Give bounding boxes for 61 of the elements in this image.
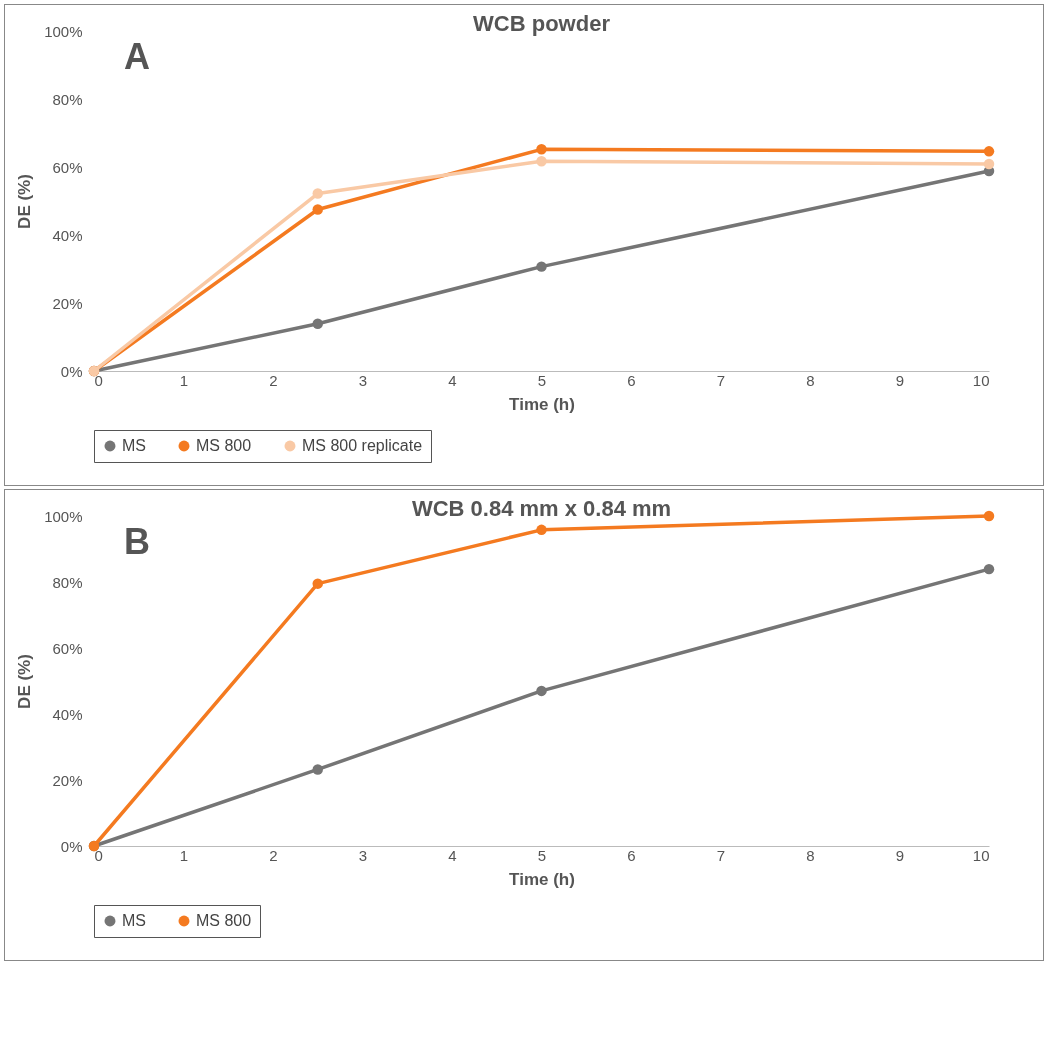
point — [312, 578, 323, 589]
y-tick-label: 20% — [52, 771, 83, 789]
y-tick-label: 40% — [52, 705, 83, 723]
legend-label: MS 800 replicate — [302, 437, 423, 454]
x-tick-label: 4 — [448, 846, 457, 864]
point — [536, 261, 547, 272]
x-tick-label: 0 — [94, 846, 103, 864]
legend-label: MS — [122, 912, 146, 929]
y-tick-label: 0% — [60, 837, 83, 855]
annotation: A — [124, 36, 150, 77]
point — [312, 764, 323, 775]
x-tick-label: 7 — [716, 846, 726, 864]
y-axis-title: DE (%) — [15, 174, 35, 229]
y-tick-label: 60% — [52, 158, 83, 176]
x-tick-label: 9 — [895, 846, 905, 864]
point — [536, 685, 547, 697]
y-tick-label: 100% — [44, 22, 83, 40]
x-tick-label: 5 — [537, 371, 547, 389]
point — [983, 563, 995, 575]
legend-label: MS — [122, 437, 146, 454]
chart-title: WCB 0.84 mm x 0.84 mm — [411, 496, 672, 521]
legend-label: MS 800 — [196, 912, 252, 929]
x-tick-label: 6 — [627, 371, 636, 389]
x-axis-title: Time (h) — [509, 394, 575, 414]
x-tick-label: 2 — [269, 846, 278, 864]
y-tick-label: 60% — [52, 639, 83, 657]
point — [536, 524, 547, 536]
x-tick-label: 8 — [806, 846, 815, 864]
x-tick-label: 1 — [179, 846, 189, 864]
x-tick-label: 0 — [94, 371, 103, 389]
x-tick-label: 10 — [972, 371, 990, 389]
x-tick-label: 1 — [179, 371, 189, 389]
point — [312, 188, 323, 199]
y-tick-label: 80% — [52, 90, 83, 108]
x-axis-title: Time (h) — [509, 869, 575, 889]
x-tick-label: 4 — [448, 371, 457, 389]
y-tick-label: 80% — [52, 573, 83, 591]
x-tick-label: 7 — [716, 371, 726, 389]
point — [312, 318, 323, 329]
x-tick-label: 5 — [537, 846, 547, 864]
x-tick-label: 9 — [895, 371, 905, 389]
x-tick-label: 8 — [806, 371, 815, 389]
legend-label: MS 800 — [196, 437, 252, 454]
x-tick-label: 2 — [269, 371, 278, 389]
x-tick-label: 3 — [358, 846, 368, 864]
x-tick-label: 3 — [358, 371, 368, 389]
point — [536, 144, 547, 155]
y-tick-label: 20% — [52, 294, 83, 312]
point — [983, 158, 995, 170]
y-tick-label: 0% — [60, 362, 83, 380]
chart-title: WCB powder — [473, 11, 611, 36]
y-tick-label: 40% — [52, 226, 83, 244]
point — [983, 146, 995, 157]
point — [312, 204, 323, 215]
point — [536, 155, 547, 167]
x-tick-label: 10 — [972, 846, 990, 864]
point — [983, 510, 995, 522]
y-tick-label: 100% — [44, 507, 83, 525]
x-tick-label: 6 — [627, 846, 636, 864]
y-axis-title: DE (%) — [15, 654, 35, 709]
annotation: B — [124, 521, 150, 562]
